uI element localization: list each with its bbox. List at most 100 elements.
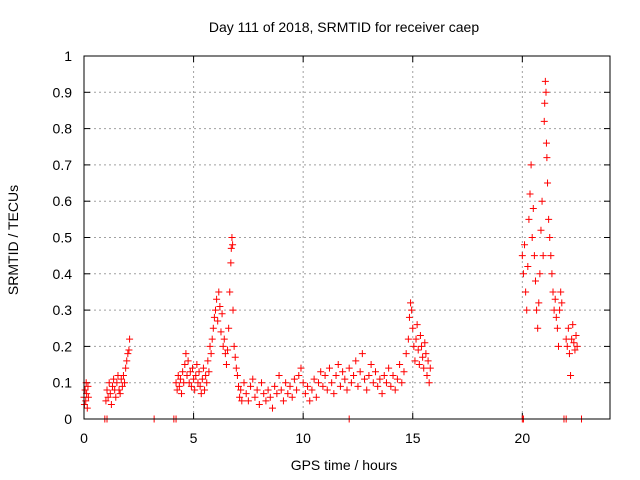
data-point <box>279 397 287 405</box>
data-point <box>540 117 548 125</box>
data-point <box>220 335 228 343</box>
data-point <box>323 386 331 394</box>
data-point <box>240 379 248 387</box>
data-point <box>325 364 333 372</box>
data-point <box>219 342 227 350</box>
data-point <box>195 368 203 376</box>
data-point <box>288 393 296 401</box>
data-point <box>201 386 209 394</box>
data-point <box>104 393 112 401</box>
data-point <box>405 313 413 321</box>
data-point <box>102 397 110 405</box>
data-point <box>192 371 200 379</box>
data-point <box>328 379 336 387</box>
data-point <box>116 390 124 398</box>
data-point <box>273 390 281 398</box>
data-point <box>216 302 224 310</box>
data-point <box>221 350 229 358</box>
data-point <box>282 379 290 387</box>
data-point <box>425 379 433 387</box>
data-point <box>319 382 327 390</box>
data-point <box>82 397 90 405</box>
data-point <box>184 357 192 365</box>
data-point <box>108 382 116 390</box>
data-point <box>534 324 542 332</box>
y-axis-label: SRMTID / TECUs <box>5 185 21 295</box>
data-point <box>393 375 401 383</box>
data-point <box>531 277 539 285</box>
y-tick-label: 0.2 <box>53 338 73 354</box>
x-tick-label: 20 <box>515 430 531 446</box>
data-point <box>365 371 373 379</box>
data-point <box>110 375 118 383</box>
y-tick-label: 0.3 <box>53 302 73 318</box>
data-point <box>332 371 340 379</box>
data-point <box>376 375 384 383</box>
data-point <box>396 361 404 369</box>
data-point <box>205 368 213 376</box>
data-point <box>107 400 115 408</box>
data-point <box>275 371 283 379</box>
data-point <box>301 390 309 398</box>
data-point <box>572 332 580 340</box>
data-point <box>413 321 421 329</box>
data-point <box>563 342 571 350</box>
data-point <box>363 386 371 394</box>
data-point <box>206 342 214 350</box>
data-point <box>203 379 211 387</box>
data-point <box>218 310 226 318</box>
data-point <box>356 368 364 376</box>
data-point <box>422 350 430 358</box>
data-point <box>237 386 245 394</box>
data-point <box>182 350 190 358</box>
data-point <box>528 234 536 241</box>
data-point <box>552 313 560 321</box>
data-point <box>175 382 183 390</box>
data-point <box>542 88 550 96</box>
data-point <box>522 288 530 296</box>
data-point <box>409 324 417 332</box>
data-point <box>421 339 429 347</box>
data-point <box>179 368 187 376</box>
data-point <box>227 259 235 267</box>
data-point <box>385 364 393 372</box>
data-point <box>284 390 292 398</box>
data-point <box>235 382 243 390</box>
data-point <box>544 179 552 187</box>
data-point <box>553 324 561 332</box>
data-point <box>389 371 397 379</box>
data-point <box>121 379 129 387</box>
y-tick-label: 0.1 <box>53 375 73 391</box>
data-point <box>81 386 89 394</box>
data-point <box>542 139 550 147</box>
data-point <box>419 353 427 361</box>
data-point <box>262 397 270 405</box>
data-point <box>247 382 255 390</box>
data-point <box>293 386 301 394</box>
data-point <box>330 390 338 398</box>
data-point <box>266 393 274 401</box>
data-point <box>230 342 238 350</box>
data-point <box>361 375 369 383</box>
data-point <box>310 375 318 383</box>
data-points <box>80 77 586 423</box>
data-point <box>398 379 406 387</box>
data-point <box>341 375 349 383</box>
y-tick-label: 0.5 <box>53 230 73 246</box>
data-point <box>537 226 545 234</box>
y-tick-label: 0 <box>64 411 72 427</box>
data-point <box>533 306 541 314</box>
data-point <box>519 270 527 278</box>
x-tick-label: 0 <box>80 430 88 446</box>
data-point <box>299 379 307 387</box>
data-point <box>336 382 344 390</box>
x-axis-label: GPS time / hours <box>291 457 398 473</box>
data-point <box>570 339 578 347</box>
data-point <box>354 382 362 390</box>
data-point <box>225 324 233 332</box>
data-point <box>271 382 279 390</box>
x-tick-label: 5 <box>190 430 198 446</box>
data-point <box>567 371 575 379</box>
data-point <box>190 375 198 383</box>
y-tick-label: 0.6 <box>53 193 73 209</box>
